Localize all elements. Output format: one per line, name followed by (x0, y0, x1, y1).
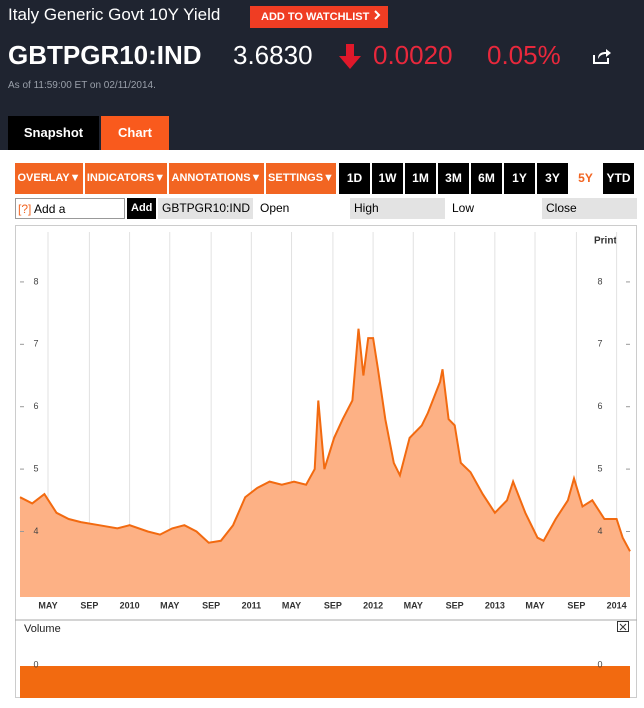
period-selected[interactable]: 5Y (570, 163, 601, 194)
watchlist-text: ADD TO WATCHLIST (261, 11, 370, 23)
chart: Print Volume MAY SEP 2010 MAY SEP 2011 MAY SEP 2… (15, 225, 637, 698)
change-percent: 0.05% (487, 40, 561, 70)
close-x (619, 623, 627, 631)
field: Open (256, 198, 345, 219)
x-tick-label: MAY (404, 600, 423, 610)
print-link[interactable]: Print (594, 236, 617, 247)
timestamp: As of 11:59:00 ET on 02/11/2014. (8, 80, 156, 91)
period-button[interactable]: 1D (339, 163, 370, 194)
down-arrow (339, 44, 361, 69)
field: High (350, 198, 445, 219)
y-tick-label-right: 4 (597, 526, 602, 536)
volume-tick-label-right: 0 (597, 659, 602, 669)
x-tick-label: 2014 (607, 600, 627, 610)
menu-button[interactable]: OVERLAY▼ (15, 163, 83, 194)
volume-band (20, 666, 630, 698)
watchlist-button[interactable]: ADD TO WATCHLIST (250, 6, 388, 28)
period-button[interactable]: 1Y (504, 163, 535, 194)
y-tick-label-right: 5 (597, 463, 602, 473)
x-tick-label: 2013 (485, 600, 505, 610)
y-tick-label: 5 (33, 463, 38, 473)
period-button[interactable]: 3Y (537, 163, 568, 194)
period-button[interactable]: YTD (603, 163, 634, 194)
field: Close (542, 198, 637, 219)
price: 3.6830 (233, 40, 313, 70)
area (20, 328, 630, 597)
volume-tick-label: 0 (33, 659, 38, 669)
x-tick-label: SEP (80, 600, 98, 610)
menu-button[interactable]: ANNOTATIONS▼ (169, 163, 264, 194)
period-button[interactable]: 1M (405, 163, 436, 194)
y-tick-label: 4 (33, 526, 38, 536)
y-tick-label: 8 (33, 276, 38, 286)
x-tick-label: 2012 (363, 600, 383, 610)
period-button[interactable]: 3M (438, 163, 469, 194)
y-tick-label-right: 7 (597, 339, 602, 349)
chevron (374, 10, 381, 20)
field: Low (448, 198, 540, 219)
x-tick-label: MAY (282, 600, 301, 610)
x-tick-label: SEP (202, 600, 220, 610)
tab-active[interactable]: Chart (101, 116, 169, 150)
x-tick-label: SEP (446, 600, 464, 610)
x-tick-label: SEP (567, 600, 585, 610)
comparison-input[interactable]: [?] Add a Comparison (15, 198, 125, 237)
header: Italy Generic Govt 10Y Yield ADD TO WATC… (0, 0, 644, 150)
ticker: GBTPGR10:IND (8, 40, 202, 70)
x-tick-label: MAY (38, 600, 57, 610)
title: Italy Generic Govt 10Y Yield (8, 5, 221, 24)
change: 0.0020 (373, 40, 453, 70)
menu-button[interactable]: SETTINGS▼ (266, 163, 336, 194)
menu-button[interactable]: INDICATORS▼ (85, 163, 167, 194)
x-tick-label: 2010 (120, 600, 140, 610)
x-tick-label: SEP (324, 600, 342, 610)
y-tick-label-right: 6 (597, 401, 602, 411)
x-tick-label: MAY (525, 600, 544, 610)
x-tick-label: 2011 (242, 600, 262, 610)
y-tick-label: 7 (33, 339, 38, 349)
period-button[interactable]: 6M (471, 163, 502, 194)
comparison-ticker: GBTPGR10:IND (158, 198, 253, 219)
x-tick-label: MAY (160, 600, 179, 610)
add-button[interactable]: Add (127, 198, 156, 219)
share-icon[interactable] (592, 47, 612, 65)
help: [?] (18, 202, 32, 216)
y-tick-label-right: 8 (597, 276, 602, 286)
tab[interactable]: Snapshot (8, 116, 99, 150)
line (19, 328, 631, 552)
period-button[interactable]: 1W (372, 163, 403, 194)
y-tick-label: 6 (33, 401, 38, 411)
volume-label: Volume (24, 623, 61, 635)
